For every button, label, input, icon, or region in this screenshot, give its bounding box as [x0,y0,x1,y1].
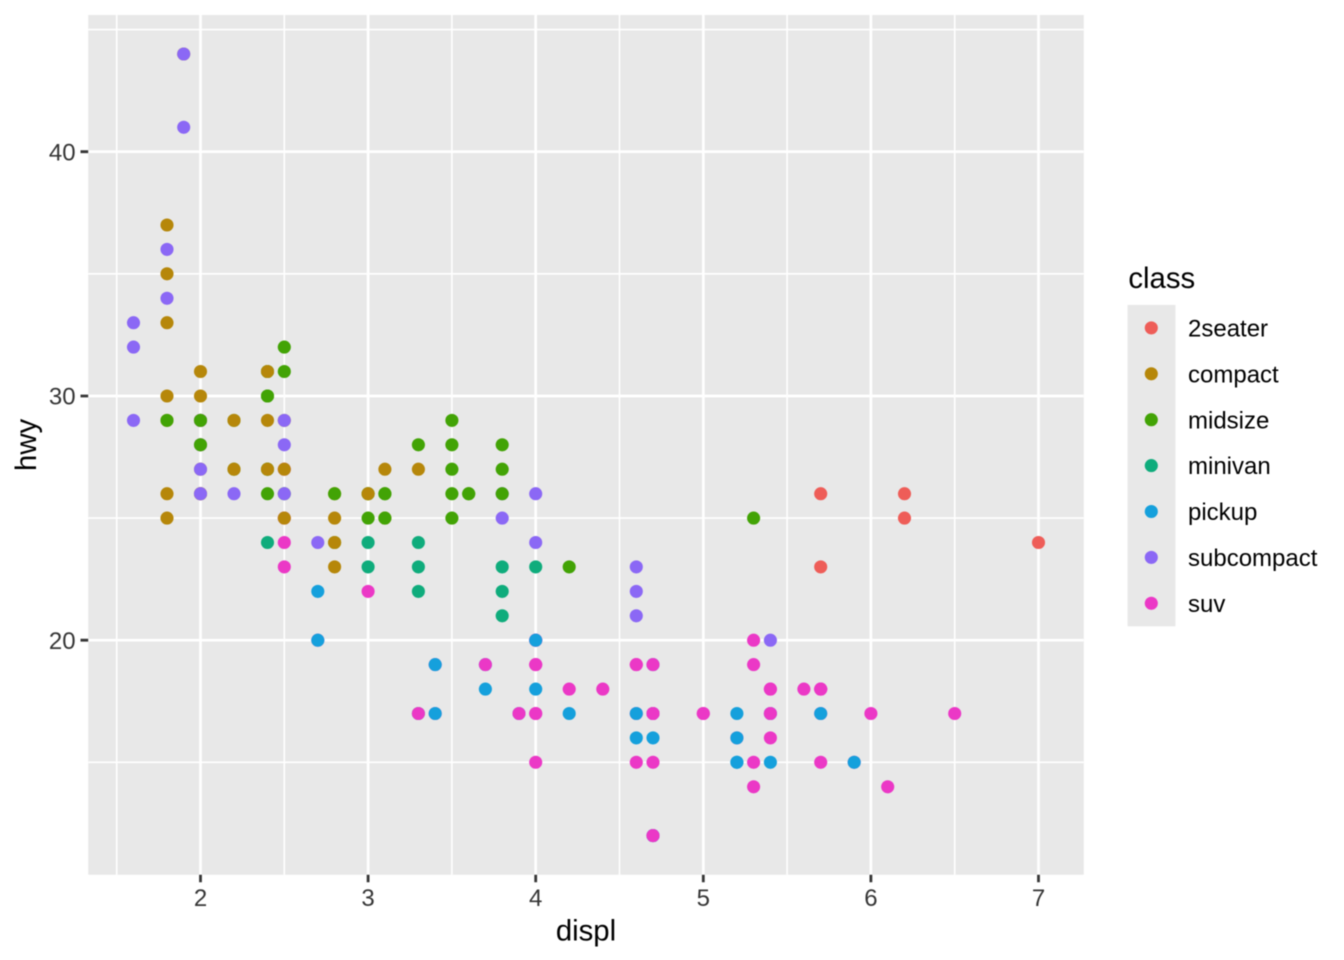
svg-text:4: 4 [529,885,542,912]
svg-text:2: 2 [194,885,207,912]
svg-text:displ: displ [556,915,616,948]
svg-text:5: 5 [697,885,710,912]
svg-text:40: 40 [49,139,76,166]
svg-text:midsize: midsize [1188,407,1269,434]
svg-text:minivan: minivan [1188,453,1271,480]
svg-text:3: 3 [361,885,374,912]
svg-text:suv: suv [1188,591,1225,618]
svg-text:7: 7 [1032,885,1045,912]
svg-text:pickup: pickup [1188,499,1257,526]
svg-text:class: class [1128,262,1195,295]
svg-text:6: 6 [864,885,877,912]
svg-text:2seater: 2seater [1188,316,1268,343]
svg-text:compact: compact [1188,361,1279,388]
svg-text:hwy: hwy [10,419,43,471]
svg-text:20: 20 [49,628,76,655]
svg-text:subcompact: subcompact [1188,545,1318,572]
svg-text:30: 30 [49,384,76,411]
